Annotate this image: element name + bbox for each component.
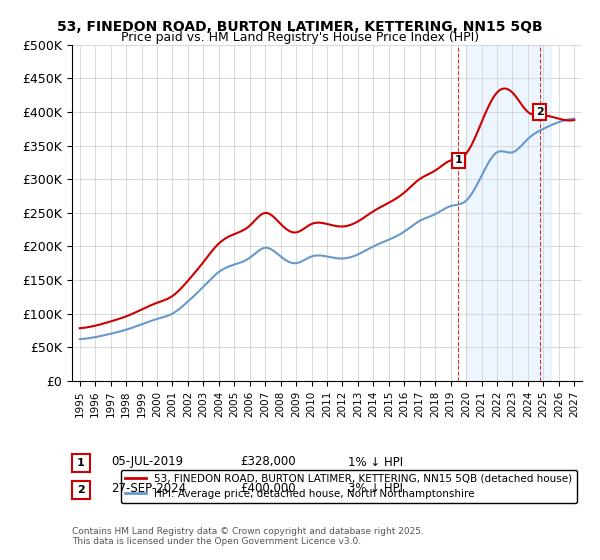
Text: Contains HM Land Registry data © Crown copyright and database right 2025.
This d: Contains HM Land Registry data © Crown c… [72, 526, 424, 546]
Text: 05-JUL-2019: 05-JUL-2019 [111, 455, 183, 469]
Text: 1% ↓ HPI: 1% ↓ HPI [348, 455, 403, 469]
Text: 27-SEP-2024: 27-SEP-2024 [111, 482, 186, 496]
Text: £400,000: £400,000 [240, 482, 296, 496]
Text: 2: 2 [536, 107, 544, 117]
Text: 1: 1 [454, 155, 462, 165]
Text: 53, FINEDON ROAD, BURTON LATIMER, KETTERING, NN15 5QB: 53, FINEDON ROAD, BURTON LATIMER, KETTER… [57, 20, 543, 34]
Text: 3% ↓ HPI: 3% ↓ HPI [348, 482, 403, 496]
Text: 1: 1 [77, 458, 85, 468]
Text: 2: 2 [77, 485, 85, 495]
Text: Price paid vs. HM Land Registry's House Price Index (HPI): Price paid vs. HM Land Registry's House … [121, 31, 479, 44]
Legend: 53, FINEDON ROAD, BURTON LATIMER, KETTERING, NN15 5QB (detached house), HPI: Ave: 53, FINEDON ROAD, BURTON LATIMER, KETTER… [121, 470, 577, 503]
Text: £328,000: £328,000 [240, 455, 296, 469]
Bar [466, 45, 551, 381]
